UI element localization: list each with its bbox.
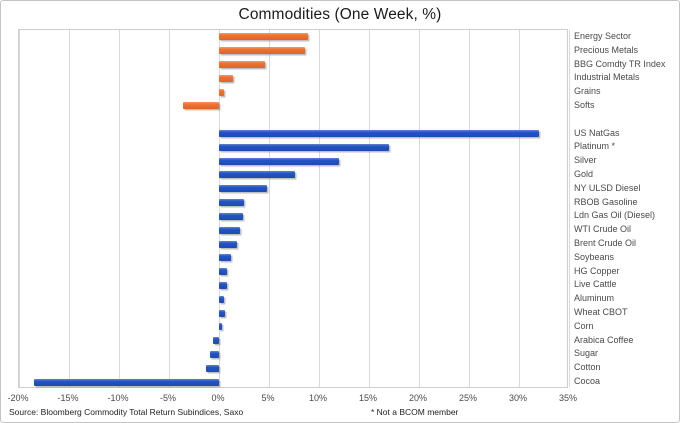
bar: [219, 226, 240, 234]
bar: [183, 102, 219, 110]
category-label: Wheat CBOT: [574, 307, 628, 318]
bar: [219, 157, 339, 165]
category-label: Brent Crude Oil: [574, 238, 637, 249]
category-label: BBG Comdty TR Index: [574, 58, 666, 69]
bar: [219, 171, 295, 179]
gridline: [268, 30, 270, 387]
bar: [219, 309, 225, 317]
bar: [219, 281, 227, 289]
bar: [219, 323, 222, 331]
category-label: Energy Sector: [574, 30, 632, 41]
category-label: Aluminum: [574, 293, 615, 304]
bar: [219, 212, 243, 220]
category-label: Cotton: [574, 362, 601, 373]
gridline: [318, 30, 320, 387]
x-tick-label: 5%: [261, 393, 275, 403]
gridline: [118, 30, 120, 387]
x-tick-label: 10%: [308, 393, 328, 403]
category-label: Live Cattle: [574, 279, 617, 290]
gridline: [168, 30, 170, 387]
x-tick-label: 25%: [458, 393, 478, 403]
category-label: Platinum *: [574, 141, 616, 152]
category-label: WTI Crude Oil: [574, 224, 632, 235]
bar: [219, 199, 244, 207]
category-label: Sugar: [574, 348, 599, 359]
x-tick-label: 20%: [408, 393, 428, 403]
category-label: Precious Metals: [574, 44, 639, 55]
category-label: NY ULSD Diesel: [574, 182, 641, 193]
bar: [219, 254, 231, 262]
x-tick-label: 15%: [358, 393, 378, 403]
category-label: RBOB Gasoline: [574, 196, 638, 207]
category-label: Cocoa: [574, 376, 601, 387]
x-tick-label: 30%: [508, 393, 528, 403]
bar: [219, 240, 237, 248]
category-label: Soybeans: [574, 251, 615, 262]
x-tick-label: -15%: [57, 393, 79, 403]
bar: [213, 337, 219, 345]
bcom-footnote: * Not a BCOM member: [371, 407, 459, 417]
source-note: Source: Bloomberg Commodity Total Return…: [9, 407, 244, 417]
category-label: Softs: [574, 99, 595, 110]
category-label: US NatGas: [574, 127, 620, 138]
gridline: [568, 30, 570, 387]
bar: [219, 88, 224, 96]
x-tick-label: -20%: [7, 393, 29, 403]
bar: [219, 130, 539, 138]
x-tick-label: -5%: [159, 393, 177, 403]
bar: [210, 350, 219, 358]
bar: [219, 185, 267, 193]
category-label: HG Copper: [574, 265, 620, 276]
gridline: [468, 30, 470, 387]
bar: [206, 364, 219, 372]
category-label: Gold: [574, 168, 594, 179]
category-label: Industrial Metals: [574, 72, 640, 83]
chart-title: Commodities (One Week, %): [238, 6, 442, 23]
gridline: [218, 30, 220, 387]
gridline: [368, 30, 370, 387]
category-label: Arabica Coffee: [574, 334, 634, 345]
bar: [219, 74, 233, 82]
x-tick-label: -10%: [107, 393, 129, 403]
bar: [34, 378, 219, 386]
bar: [219, 61, 265, 69]
bar: [219, 143, 389, 151]
category-label: Corn: [574, 320, 594, 331]
category-label: Silver: [574, 155, 597, 166]
plot-area: [18, 29, 570, 388]
bar: [219, 268, 227, 276]
gridline: [418, 30, 420, 387]
bar: [219, 295, 224, 303]
bar: [219, 33, 308, 41]
category-label: Ldn Gas Oil (Diesel): [574, 210, 656, 221]
category-label: Grains: [574, 86, 601, 97]
bar: [219, 47, 305, 55]
x-tick-label: 35%: [558, 393, 578, 403]
x-tick-label: 0%: [211, 393, 225, 403]
gridline: [18, 30, 20, 387]
gridline: [518, 30, 520, 387]
gridline: [68, 30, 70, 387]
